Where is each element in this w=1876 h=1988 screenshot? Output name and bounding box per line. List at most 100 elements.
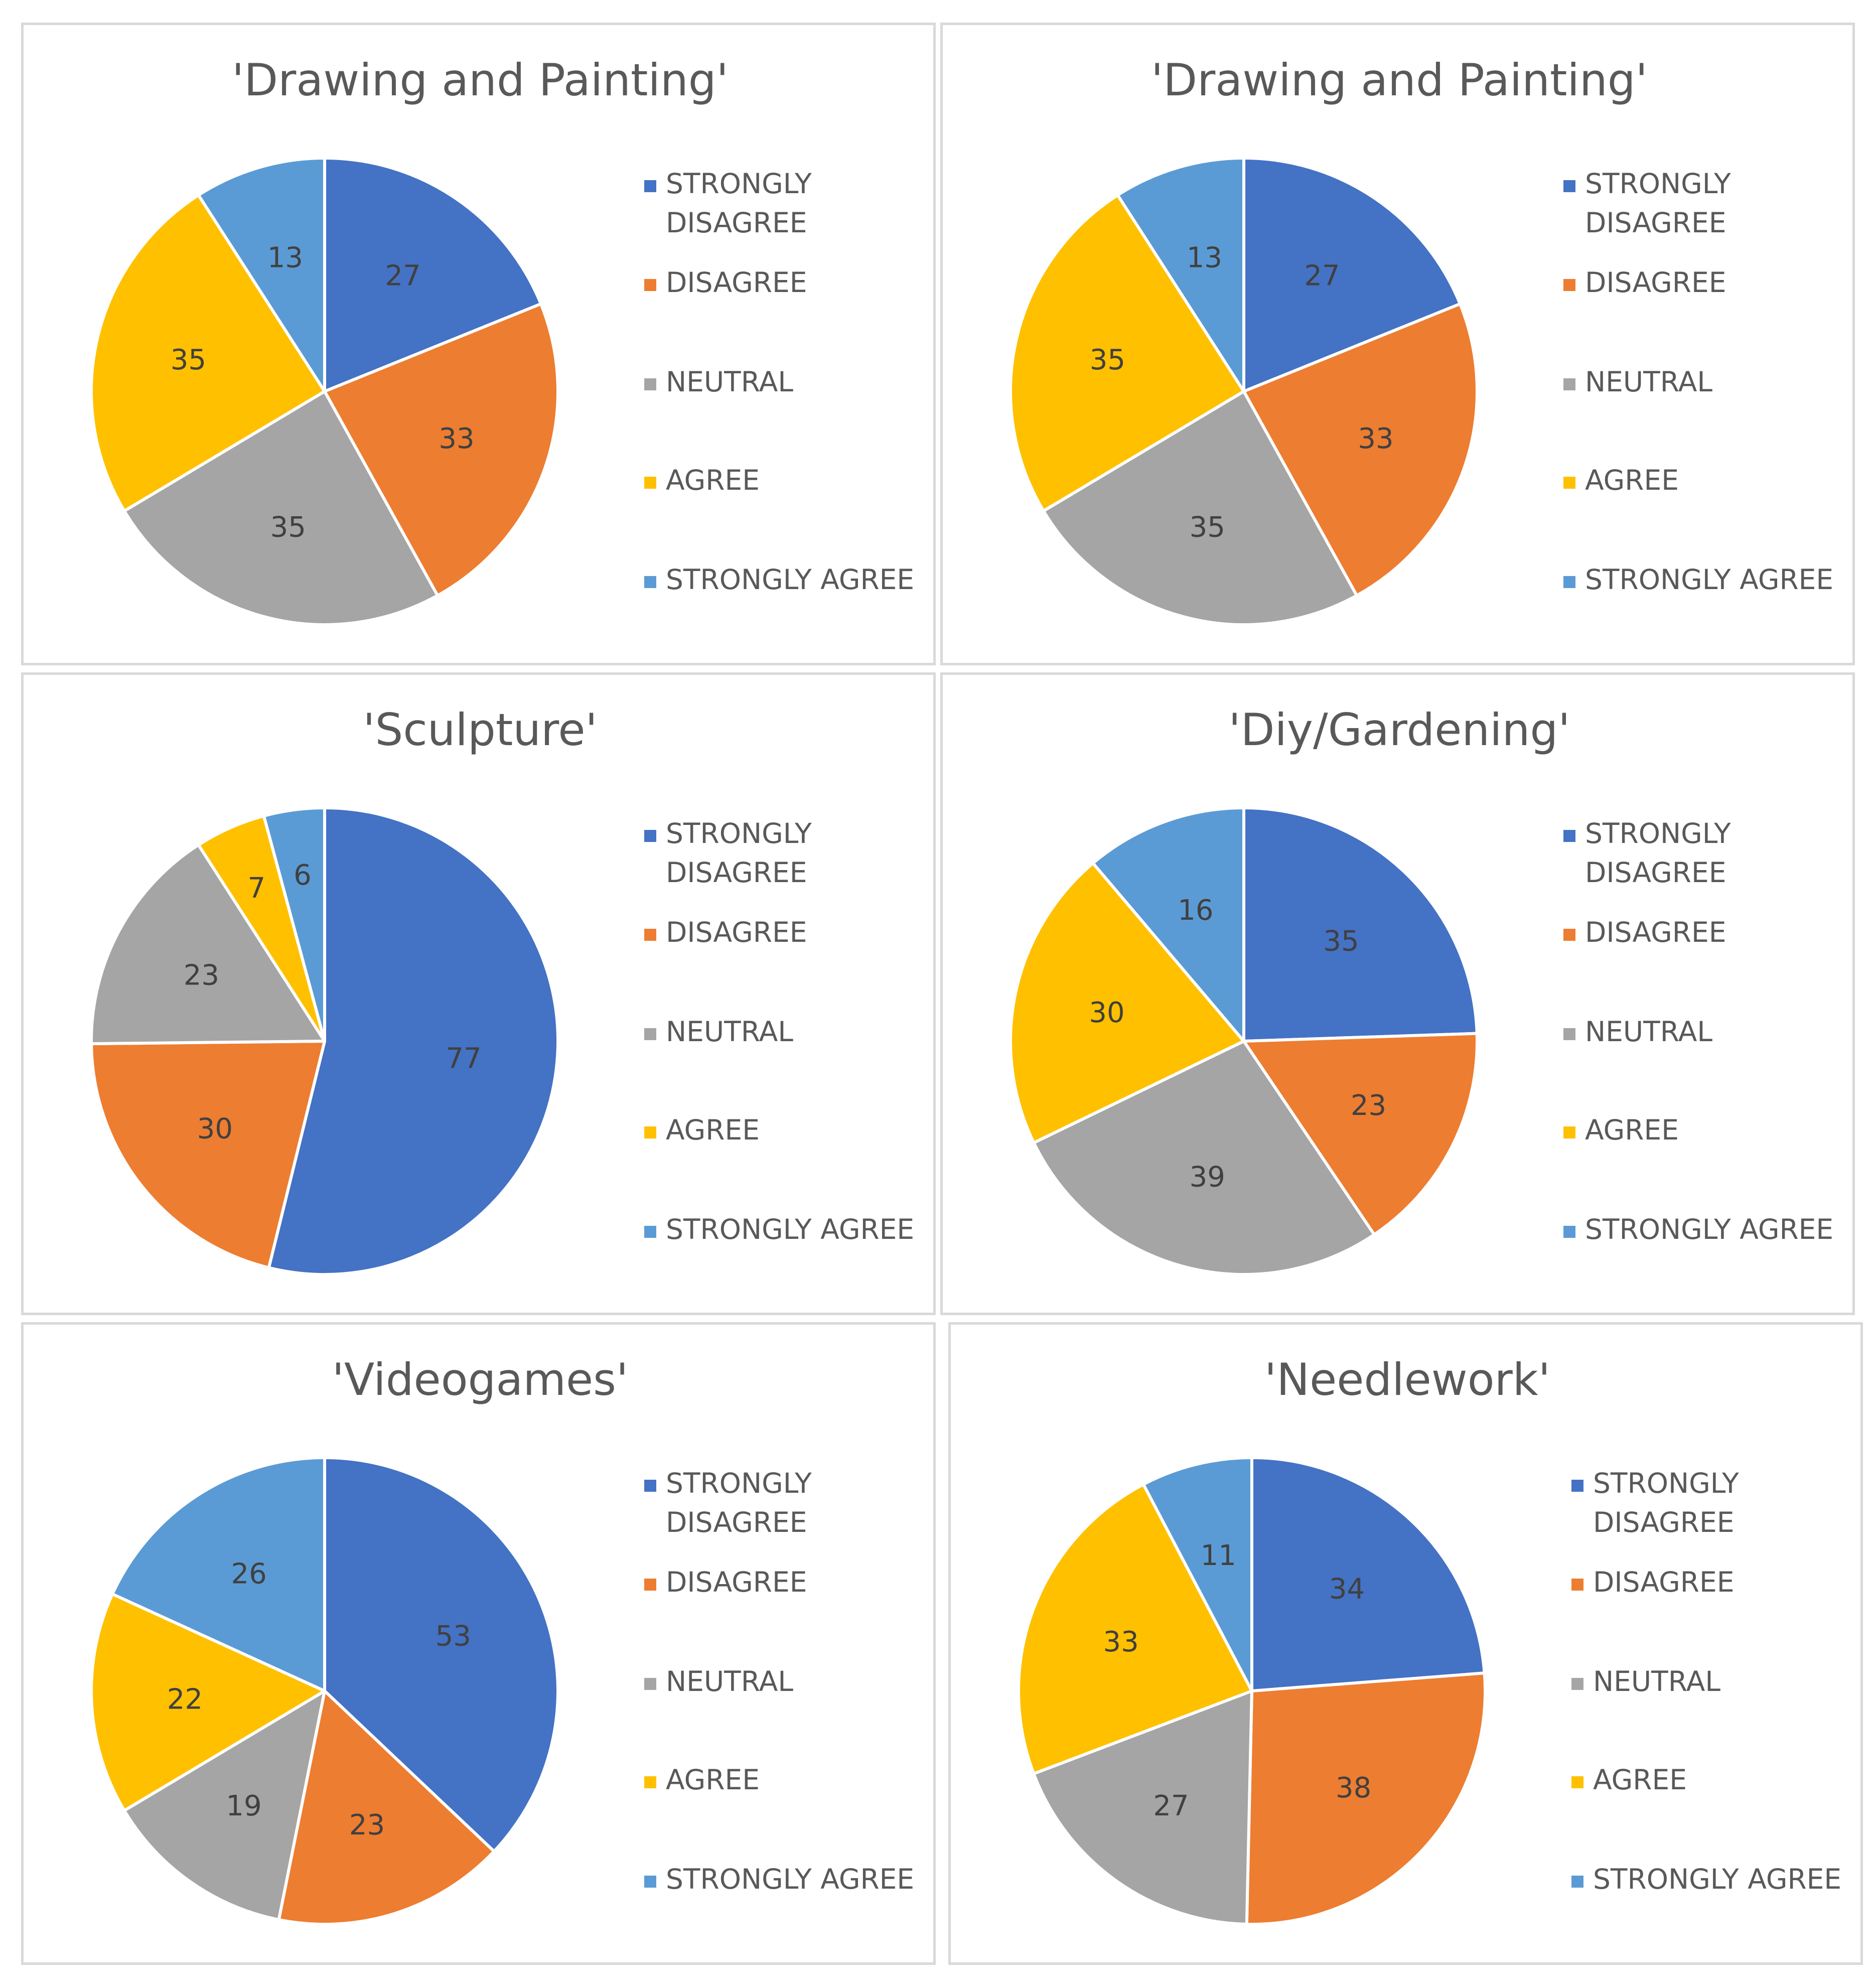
legend-swatch-strongly-agree bbox=[1563, 576, 1575, 588]
legend-swatch-disagree bbox=[644, 279, 656, 291]
legend-swatch-agree bbox=[1571, 1776, 1583, 1788]
legend-label-neutral: NEUTRAL bbox=[1585, 1016, 1712, 1048]
legend-swatch-disagree bbox=[1571, 1579, 1583, 1591]
legend-swatch-disagree bbox=[1563, 929, 1575, 941]
legend-swatch-strongly-disagree bbox=[1571, 1480, 1583, 1492]
pie-slice-neutral bbox=[122, 1689, 326, 1921]
legend-item-disagree: DISAGREE bbox=[644, 266, 807, 299]
legend-swatch-neutral bbox=[1563, 378, 1575, 390]
pie-slice-neutral bbox=[1032, 1040, 1376, 1276]
legend-label-strongly-disagree: STRONGLY DISAGREE bbox=[666, 817, 812, 889]
pie-slice-disagree bbox=[277, 1689, 496, 1926]
pie-slice-agree bbox=[90, 1592, 326, 1812]
legend-swatch-neutral bbox=[644, 1678, 656, 1690]
data-label-neutral: 39 bbox=[1190, 1161, 1225, 1193]
pie-slice-disagree bbox=[1242, 302, 1479, 597]
legend-label-strongly-disagree: STRONGLY DISAGREE bbox=[1585, 168, 1731, 239]
legend-item-neutral: NEUTRAL bbox=[644, 1016, 793, 1048]
legend-item-strongly-agree: STRONGLY AGREE bbox=[644, 1863, 914, 1895]
data-label-neutral: 35 bbox=[270, 511, 306, 543]
chart-title: 'Drawing and Painting' bbox=[1151, 54, 1648, 106]
legend-label-agree: AGREE bbox=[666, 1114, 760, 1146]
legend-label-disagree: DISAGREE bbox=[1593, 1566, 1735, 1598]
legend-item-agree: AGREE bbox=[1571, 1764, 1687, 1796]
pie-slice-disagree bbox=[1242, 1032, 1479, 1236]
data-label-strongly-disagree: 53 bbox=[436, 1620, 471, 1653]
legend-swatch-disagree bbox=[644, 929, 656, 941]
data-label-strongly-agree: 13 bbox=[1187, 241, 1222, 274]
pie-slice-agree bbox=[1017, 1483, 1253, 1775]
pie-slice-strongly-agree bbox=[1116, 157, 1245, 393]
legend-item-agree: AGREE bbox=[644, 1764, 760, 1796]
data-label-agree: 22 bbox=[167, 1683, 203, 1716]
legend-item-disagree: DISAGREE bbox=[1563, 916, 1726, 948]
legend-swatch-strongly-disagree bbox=[644, 830, 656, 842]
legend-item-agree: AGREE bbox=[1563, 464, 1679, 496]
legend-label-strongly-disagree: STRONGLY DISAGREE bbox=[1593, 1467, 1739, 1538]
legend-swatch-strongly-disagree bbox=[1563, 830, 1575, 842]
pie-slice-strongly-agree bbox=[1141, 1456, 1253, 1692]
legend-swatch-disagree bbox=[1563, 279, 1575, 291]
data-label-disagree: 30 bbox=[197, 1112, 233, 1145]
legend-item-strongly-disagree: STRONGLY DISAGREE bbox=[1563, 817, 1731, 889]
legend-label-strongly-disagree: STRONGLY DISAGREE bbox=[666, 168, 812, 239]
legend-swatch-neutral bbox=[1563, 1028, 1575, 1040]
legend-swatch-strongly-agree bbox=[1571, 1876, 1583, 1888]
chart-title: 'Sculpture' bbox=[363, 704, 597, 756]
legend-swatch-strongly-disagree bbox=[644, 180, 656, 192]
pie-slice-strongly-agree bbox=[1091, 806, 1245, 1043]
legend-label-strongly-disagree: STRONGLY DISAGREE bbox=[1585, 817, 1731, 889]
pie-chart-svg: 'Needlework' 34 38 27 33 11 STRONGLY DISAGREE DI… bbox=[1017, 1354, 1841, 1926]
legend-item-neutral: NEUTRAL bbox=[1571, 1665, 1720, 1697]
legend-item-agree: AGREE bbox=[644, 1114, 760, 1146]
pie-chart-svg: 'Diy/Gardening' 35 23 39 30 16 STRONGLY DISAGRE… bbox=[1009, 704, 1833, 1276]
legend-swatch-disagree bbox=[644, 1579, 656, 1591]
pie-slice-neutral bbox=[1032, 1689, 1253, 1926]
legend-label-disagree: DISAGREE bbox=[666, 916, 807, 948]
chart-title: 'Diy/Gardening' bbox=[1229, 704, 1570, 756]
pie-slice-strongly-disagree bbox=[267, 806, 559, 1276]
legend-item-strongly-disagree: STRONGLY DISAGREE bbox=[1571, 1467, 1739, 1538]
legend-item-agree: AGREE bbox=[644, 464, 760, 496]
legend-label-neutral: NEUTRAL bbox=[666, 366, 793, 398]
pie-slice-strongly-disagree bbox=[1242, 157, 1462, 393]
legend-item-disagree: DISAGREE bbox=[1571, 1566, 1735, 1598]
legend-item-strongly-disagree: STRONGLY DISAGREE bbox=[644, 168, 812, 239]
legend-label-strongly-agree: STRONGLY AGREE bbox=[1585, 1213, 1833, 1245]
data-label-strongly-agree: 16 bbox=[1178, 894, 1213, 927]
legend-item-neutral: NEUTRAL bbox=[644, 366, 793, 398]
legend-label-disagree: DISAGREE bbox=[666, 1566, 807, 1598]
pie-slice-disagree bbox=[90, 1040, 326, 1269]
legend-item-strongly-agree: STRONGLY AGREE bbox=[644, 563, 914, 596]
data-label-strongly-agree: 11 bbox=[1201, 1539, 1236, 1572]
legend-swatch-neutral bbox=[1571, 1678, 1583, 1690]
pie-slice-neutral bbox=[122, 390, 440, 626]
legend-label-strongly-agree: STRONGLY AGREE bbox=[666, 1863, 914, 1895]
pie-slice-strongly-agree bbox=[111, 1456, 326, 1692]
legend-item-neutral: NEUTRAL bbox=[1563, 366, 1712, 398]
data-label-neutral: 27 bbox=[1153, 1790, 1189, 1822]
legend-label-disagree: DISAGREE bbox=[1585, 916, 1726, 948]
legend-swatch-strongly-disagree bbox=[644, 1480, 656, 1492]
legend-item-agree: AGREE bbox=[1563, 1114, 1679, 1146]
chart-panel-videogames: 'Videogames' 53 23 19 22 26 STRONGLY DISAGREE DI… bbox=[21, 1322, 936, 1965]
legend-swatch-agree bbox=[644, 1776, 656, 1788]
data-label-disagree: 33 bbox=[1358, 422, 1393, 455]
legend-label-strongly-agree: STRONGLY AGREE bbox=[666, 1213, 914, 1245]
legend-label-strongly-agree: STRONGLY AGREE bbox=[1593, 1863, 1841, 1895]
pie-slice-agree bbox=[90, 193, 326, 513]
legend-swatch-agree bbox=[1563, 477, 1575, 489]
data-label-strongly-disagree: 27 bbox=[1304, 260, 1340, 293]
chart-title: 'Videogames' bbox=[332, 1354, 628, 1405]
legend-label-agree: AGREE bbox=[1593, 1764, 1687, 1796]
chart-title: 'Needlework' bbox=[1264, 1354, 1550, 1405]
legend-swatch-strongly-agree bbox=[644, 576, 656, 588]
legend-label-neutral: NEUTRAL bbox=[1585, 366, 1712, 398]
data-label-disagree: 23 bbox=[349, 1809, 385, 1841]
legend-swatch-agree bbox=[1563, 1126, 1575, 1139]
pie-slice-disagree bbox=[1245, 1671, 1487, 1926]
legend-swatch-strongly-agree bbox=[644, 1226, 656, 1238]
pie-chart-svg: 'Drawing and Painting' 27 33 35 35 13 STRONGLY… bbox=[1009, 54, 1833, 626]
data-label-agree: 35 bbox=[171, 344, 206, 376]
legend-label-strongly-disagree: STRONGLY DISAGREE bbox=[666, 1467, 812, 1538]
